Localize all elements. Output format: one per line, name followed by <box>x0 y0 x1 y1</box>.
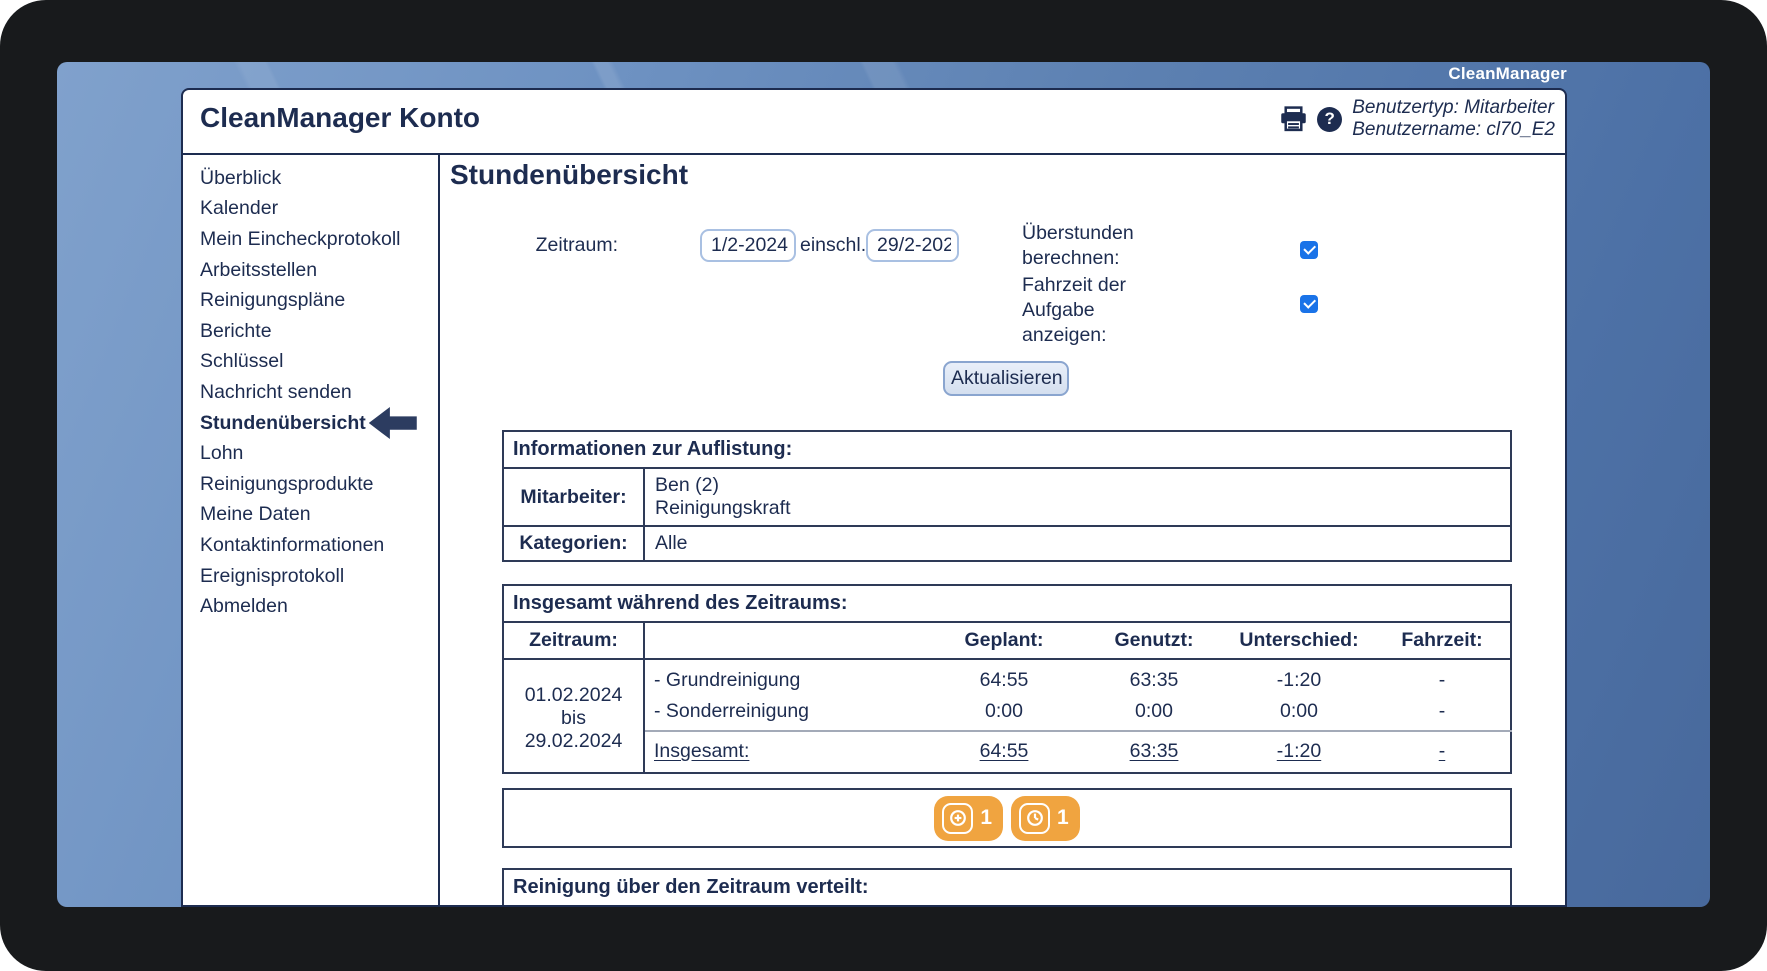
plus-badge[interactable]: 1 <box>934 795 1003 841</box>
distribution-table: Reinigung über den Zeitraum verteilt: <box>502 868 1512 905</box>
table-row: Kategorien: Alle <box>503 525 1511 561</box>
table-row: - Sonderreinigung 0:00 0:00 0:00 - <box>654 700 1446 722</box>
app-window: CleanManager Konto ? Benutzertyp: M <box>181 88 1567 907</box>
user-info: Benutzertyp: Mitarbeiter Benutzername: c… <box>1352 97 1555 141</box>
travel-time-label: Fahrzeit der Aufgabe anzeigen: <box>1022 274 1127 346</box>
date-from-input[interactable] <box>700 229 796 262</box>
clock-badge-count: 1 <box>1057 806 1069 829</box>
totals-table-title: Insgesamt während des Zeitraums: <box>503 585 1511 623</box>
mitarbeiter-value: Ben (2) Reinigungskraft <box>655 474 791 519</box>
printer-icon[interactable] <box>1280 106 1307 132</box>
col-name <box>644 622 924 660</box>
user-name: Benutzername: cl70_E2 <box>1352 119 1555 140</box>
sidebar-item-arbeitsstellen[interactable]: Arbeitsstellen <box>200 258 318 281</box>
sidebar-item-eincheckprotokoll[interactable]: Mein Eincheckprotokoll <box>200 227 401 250</box>
date-to-input[interactable] <box>866 229 959 262</box>
update-button[interactable]: Aktualisieren <box>943 361 1069 396</box>
sidebar-item-kalender[interactable]: Kalender <box>200 197 279 220</box>
sidebar-item-kontaktinformationen[interactable]: Kontaktinformationen <box>200 533 385 556</box>
einschl-label: einschl. <box>800 234 867 256</box>
col-genutzt: Genutzt: <box>1084 622 1224 660</box>
user-type: Benutzertyp: Mitarbeiter <box>1352 97 1554 118</box>
sidebar-item-reinigungsplaene[interactable]: Reinigungspläne <box>200 289 346 312</box>
zeitraum-label: Zeitraum: <box>535 234 618 256</box>
period-cell: 01.02.2024 bis 29.02.2024 <box>503 659 645 773</box>
col-zeitraum: Zeitraum: <box>503 622 645 660</box>
main-content: Stundenübersicht Zeitraum: einschl. Über… <box>438 155 1565 905</box>
plus-badge-count: 1 <box>980 806 992 829</box>
kategorien-label: Kategorien: <box>503 525 645 561</box>
sidebar-item-nachricht-senden[interactable]: Nachricht senden <box>200 380 352 403</box>
clock-badge[interactable]: 1 <box>1011 795 1080 841</box>
sidebar-item-reinigungsprodukte[interactable]: Reinigungsprodukte <box>200 472 374 495</box>
travel-time-checkbox[interactable] <box>1300 295 1318 313</box>
info-table-title: Informationen zur Auflistung: <box>503 431 1511 469</box>
table-row: Mitarbeiter: Ben (2) Reinigungskraft <box>503 468 1511 526</box>
col-fahrzeit: Fahrzeit: <box>1374 622 1511 660</box>
sidebar-item-schluessel[interactable]: Schlüssel <box>200 350 284 373</box>
totals-table: Insgesamt während des Zeitraums: Zeitrau… <box>502 584 1512 774</box>
col-geplant: Geplant: <box>924 622 1084 660</box>
mitarbeiter-label: Mitarbeiter: <box>503 468 645 526</box>
col-unterschied: Unterschied: <box>1224 622 1374 660</box>
plus-circle-icon <box>942 802 974 834</box>
kategorien-value: Alle <box>644 525 1511 561</box>
badge-box: 1 1 <box>502 788 1512 848</box>
sidebar-item-lohn[interactable]: Lohn <box>200 442 244 465</box>
active-item-arrow-icon <box>368 407 417 440</box>
sidebar-item-stundenuebersicht[interactable]: Stundenübersicht <box>200 407 438 440</box>
window-title: CleanManager Konto <box>200 102 481 133</box>
desktop-background: CleanManager CleanManager Konto ? <box>57 62 1710 907</box>
page-title: Stundenübersicht <box>450 159 689 190</box>
clock-icon <box>1019 802 1050 834</box>
brand-text: CleanManager <box>1448 64 1567 83</box>
info-table: Informationen zur Auflistung: Mitarbeite… <box>502 430 1512 562</box>
sidebar-item-ereignisprotokoll[interactable]: Ereignisprotokoll <box>200 564 345 587</box>
overtime-checkbox[interactable] <box>1300 241 1318 259</box>
sidebar-item-berichte[interactable]: Berichte <box>200 319 272 342</box>
distribution-table-title: Reinigung über den Zeitraum verteilt: <box>503 869 1511 905</box>
totals-header-row: Zeitraum: Geplant: Genutzt: Unterschied:… <box>503 622 1511 660</box>
sidebar-item-abmelden[interactable]: Abmelden <box>200 595 288 618</box>
window-header: CleanManager Konto ? Benutzertyp: M <box>183 90 1565 155</box>
overtime-label: Überstunden berechnen: <box>1022 222 1134 269</box>
help-icon[interactable]: ? <box>1317 106 1343 132</box>
totals-row: Insgesamt: 64:55 63:35 -1:20 - <box>503 730 1511 773</box>
table-row: 01.02.2024 bis 29.02.2024 - Grundreinigu… <box>503 659 1511 773</box>
sidebar-item-ueberblick[interactable]: Überblick <box>200 166 282 189</box>
sidebar: Überblick Kalender Mein Eincheckprotokol… <box>183 155 438 905</box>
sidebar-item-meine-daten[interactable]: Meine Daten <box>200 503 311 526</box>
